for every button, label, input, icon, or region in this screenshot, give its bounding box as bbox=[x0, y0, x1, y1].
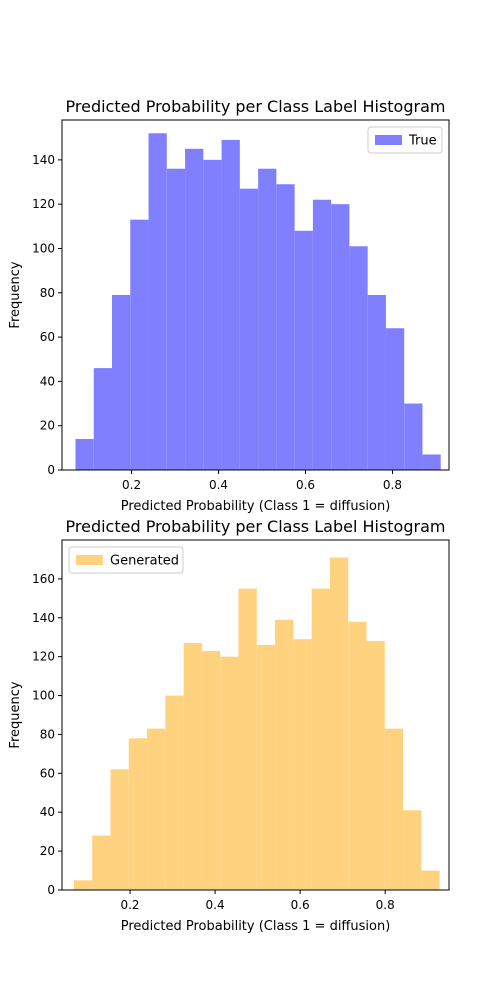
histogram-bar bbox=[293, 639, 312, 890]
histogram-bar bbox=[130, 219, 149, 470]
chart-2: 0.2 0.4 0.6 0.8 0 20 40 60 80 100 120 140 160 Predict… bbox=[8, 517, 450, 934]
histogram-bar bbox=[403, 810, 422, 890]
x-tick-label: 0.8 bbox=[376, 898, 395, 912]
histogram-bar bbox=[385, 328, 405, 470]
y-tick-label: 120 bbox=[32, 650, 55, 664]
y-tick-label: 60 bbox=[40, 330, 55, 344]
histogram-bar bbox=[276, 184, 295, 471]
histogram-bar bbox=[221, 139, 240, 470]
histogram-bar bbox=[367, 295, 386, 470]
legend: Generated bbox=[68, 546, 184, 574]
y-tick-label: 140 bbox=[32, 611, 55, 625]
histogram-bar bbox=[147, 728, 166, 890]
histogram-bar bbox=[404, 403, 423, 470]
histogram-bar bbox=[220, 656, 239, 890]
legend-swatch bbox=[76, 555, 103, 565]
histogram-bar bbox=[73, 880, 93, 890]
histogram-bar bbox=[384, 728, 404, 890]
y-tick-label: 60 bbox=[40, 766, 55, 780]
histogram-bar bbox=[112, 295, 131, 470]
histogram-bar bbox=[258, 168, 277, 471]
axes-frame bbox=[61, 119, 450, 471]
histogram-bar bbox=[239, 188, 259, 471]
y-axis-label: Frequency bbox=[8, 681, 23, 748]
y-tick-label: 140 bbox=[32, 153, 55, 167]
histogram-bar bbox=[349, 246, 368, 470]
histogram-bar bbox=[183, 643, 202, 890]
chart-title: Predicted Probability per Class Label Hi… bbox=[66, 97, 446, 116]
legend-swatch bbox=[375, 135, 402, 145]
series-generated bbox=[73, 557, 440, 890]
y-tick-label: 100 bbox=[32, 241, 55, 255]
histogram-bar bbox=[92, 835, 111, 890]
legend: True bbox=[367, 126, 443, 154]
histogram-bar bbox=[422, 454, 441, 470]
legend-label: True bbox=[408, 134, 437, 149]
x-tick-label: 0.2 bbox=[120, 898, 139, 912]
y-tick-label: 0 bbox=[47, 883, 55, 897]
histogram-bar bbox=[110, 769, 129, 890]
x-tick-label: 0.6 bbox=[291, 898, 310, 912]
x-tick-label: 0.8 bbox=[383, 478, 402, 492]
y-tick-label: 20 bbox=[40, 844, 55, 858]
histogram-bar bbox=[275, 619, 294, 890]
x-tick-label: 0.4 bbox=[206, 898, 225, 912]
histogram-bar bbox=[366, 641, 385, 890]
x-tick-label: 0.2 bbox=[122, 478, 141, 492]
x-tick-label: 0.4 bbox=[209, 478, 228, 492]
histogram-bar bbox=[329, 557, 349, 890]
histogram-bar bbox=[294, 230, 313, 470]
chart-1: 0.2 0.4 0.6 0.8 0 20 40 60 80 100 120 140 Predicted … bbox=[8, 97, 450, 514]
histogram-bar bbox=[203, 159, 222, 470]
histogram-bar bbox=[148, 133, 167, 471]
legend-label: Generated bbox=[110, 554, 179, 569]
y-tick-label: 160 bbox=[32, 572, 55, 586]
x-axis-label: Predicted Probability (Class 1 = diffusi… bbox=[121, 919, 391, 934]
histogram-bar bbox=[312, 199, 332, 470]
y-tick-label: 80 bbox=[40, 286, 55, 300]
y-tick-label: 80 bbox=[40, 727, 55, 741]
x-tick-label: 0.6 bbox=[296, 478, 315, 492]
y-tick-label: 120 bbox=[32, 197, 55, 211]
histogram-bar bbox=[185, 148, 204, 471]
histogram-bar bbox=[75, 438, 94, 470]
histogram-bar bbox=[256, 645, 276, 890]
y-tick-label: 20 bbox=[40, 419, 55, 433]
histogram-bar bbox=[128, 738, 148, 890]
y-tick-label: 100 bbox=[32, 689, 55, 703]
series-true bbox=[75, 133, 441, 471]
histogram-bar bbox=[331, 204, 350, 470]
y-tick-label: 40 bbox=[40, 805, 55, 819]
legend-box bbox=[367, 126, 443, 154]
y-tick-label: 40 bbox=[40, 374, 55, 388]
histogram-bar bbox=[238, 588, 257, 890]
y-axis-label: Frequency bbox=[8, 261, 23, 328]
y-tick-label: 0 bbox=[47, 463, 55, 477]
chart-title: Predicted Probability per Class Label Hi… bbox=[66, 517, 446, 536]
histogram-bar bbox=[201, 650, 221, 890]
legend-box bbox=[68, 546, 184, 574]
histogram-bar bbox=[311, 588, 330, 890]
axes-frame bbox=[61, 539, 450, 891]
histogram-bar bbox=[348, 621, 367, 890]
histogram-bar bbox=[93, 368, 112, 470]
histogram-bar bbox=[165, 695, 184, 890]
x-axis-label: Predicted Probability (Class 1 = diffusi… bbox=[121, 499, 391, 514]
histogram-bar bbox=[421, 870, 440, 890]
histogram-bar bbox=[166, 168, 186, 471]
